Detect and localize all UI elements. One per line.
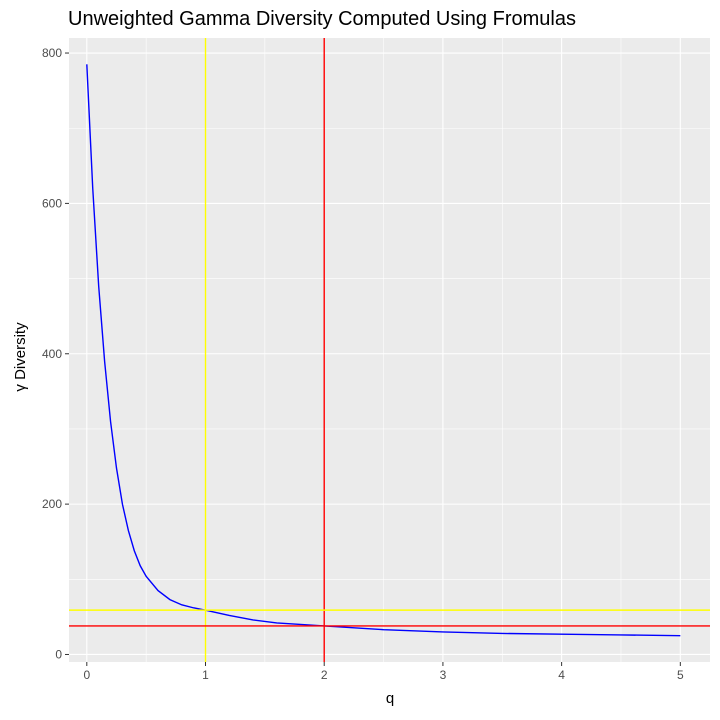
x-tick-label: 3 [440, 668, 447, 682]
x-tick-label: 2 [321, 668, 328, 682]
x-axis-title: q [386, 690, 394, 707]
x-tick-label: 0 [83, 668, 90, 682]
y-tick-label: 800 [42, 46, 62, 60]
axis-ticks: 0 1 2 3 4 5 0 200 400 600 800 [42, 46, 684, 682]
y-tick-label: 200 [42, 497, 62, 511]
y-axis-title: γ Diversity [12, 322, 29, 392]
plot-panel [69, 38, 710, 662]
x-tick-label: 5 [677, 668, 684, 682]
chart-title: Unweighted Gamma Diversity Computed Usin… [68, 8, 576, 30]
y-tick-label: 600 [42, 196, 62, 210]
gamma-diversity-line [86, 64, 681, 637]
y-tick-label: 0 [55, 647, 62, 661]
x-tick-label: 1 [202, 668, 209, 682]
x-tick-label: 4 [558, 668, 565, 682]
y-tick-label: 400 [42, 347, 62, 361]
data-lines [69, 38, 710, 662]
